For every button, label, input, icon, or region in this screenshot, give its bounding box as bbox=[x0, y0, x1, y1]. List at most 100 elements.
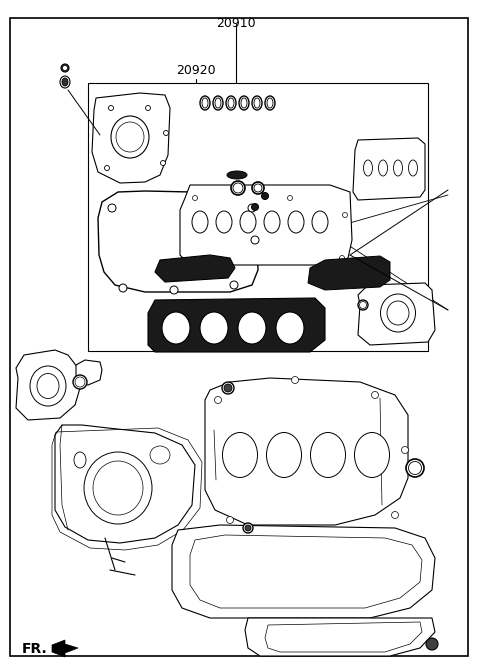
Ellipse shape bbox=[311, 432, 346, 478]
Ellipse shape bbox=[262, 193, 268, 199]
Ellipse shape bbox=[93, 461, 143, 515]
Ellipse shape bbox=[238, 312, 266, 344]
Polygon shape bbox=[98, 191, 258, 292]
Ellipse shape bbox=[252, 182, 264, 194]
Ellipse shape bbox=[230, 281, 238, 289]
Ellipse shape bbox=[228, 98, 234, 108]
Ellipse shape bbox=[84, 452, 152, 524]
Ellipse shape bbox=[75, 377, 85, 387]
Ellipse shape bbox=[213, 96, 223, 110]
Ellipse shape bbox=[381, 294, 416, 332]
Ellipse shape bbox=[162, 312, 190, 344]
Ellipse shape bbox=[61, 64, 69, 72]
Ellipse shape bbox=[215, 397, 221, 403]
Text: 20920: 20920 bbox=[176, 64, 216, 77]
Bar bbox=[88, 83, 428, 351]
Ellipse shape bbox=[111, 116, 149, 158]
Ellipse shape bbox=[62, 78, 68, 86]
Ellipse shape bbox=[216, 211, 232, 233]
Ellipse shape bbox=[360, 302, 367, 308]
Ellipse shape bbox=[401, 446, 408, 454]
Ellipse shape bbox=[116, 122, 144, 152]
Ellipse shape bbox=[266, 432, 301, 478]
Polygon shape bbox=[148, 298, 325, 352]
Ellipse shape bbox=[426, 638, 438, 650]
Ellipse shape bbox=[252, 96, 262, 110]
Ellipse shape bbox=[145, 106, 151, 110]
Polygon shape bbox=[52, 640, 78, 657]
Ellipse shape bbox=[215, 98, 221, 108]
Text: 20910: 20910 bbox=[216, 17, 256, 30]
Polygon shape bbox=[265, 622, 422, 652]
Polygon shape bbox=[308, 256, 390, 290]
Ellipse shape bbox=[239, 96, 249, 110]
Ellipse shape bbox=[379, 160, 387, 176]
Ellipse shape bbox=[291, 377, 299, 383]
Ellipse shape bbox=[200, 312, 228, 344]
Ellipse shape bbox=[243, 523, 253, 533]
Ellipse shape bbox=[164, 130, 168, 136]
Ellipse shape bbox=[119, 284, 127, 292]
Ellipse shape bbox=[223, 432, 257, 478]
Polygon shape bbox=[55, 425, 195, 543]
Ellipse shape bbox=[200, 96, 210, 110]
Polygon shape bbox=[155, 255, 235, 282]
Ellipse shape bbox=[339, 256, 345, 260]
Ellipse shape bbox=[267, 98, 273, 108]
Ellipse shape bbox=[254, 184, 262, 192]
Ellipse shape bbox=[37, 373, 59, 399]
Ellipse shape bbox=[30, 366, 66, 406]
Ellipse shape bbox=[160, 161, 166, 165]
Ellipse shape bbox=[74, 452, 86, 468]
Ellipse shape bbox=[355, 432, 389, 478]
Ellipse shape bbox=[252, 203, 259, 211]
Polygon shape bbox=[205, 378, 408, 525]
Polygon shape bbox=[353, 138, 425, 200]
Ellipse shape bbox=[387, 301, 409, 325]
Ellipse shape bbox=[392, 512, 398, 518]
Ellipse shape bbox=[312, 211, 328, 233]
Polygon shape bbox=[16, 350, 80, 420]
Ellipse shape bbox=[60, 76, 70, 88]
Polygon shape bbox=[180, 185, 352, 265]
Text: FR.: FR. bbox=[22, 642, 48, 656]
Ellipse shape bbox=[192, 195, 197, 201]
Polygon shape bbox=[358, 283, 435, 345]
Ellipse shape bbox=[62, 66, 68, 70]
Polygon shape bbox=[245, 618, 435, 656]
Ellipse shape bbox=[363, 160, 372, 176]
Ellipse shape bbox=[226, 96, 236, 110]
Ellipse shape bbox=[192, 211, 208, 233]
Ellipse shape bbox=[251, 236, 259, 244]
Ellipse shape bbox=[222, 382, 234, 394]
Ellipse shape bbox=[394, 160, 403, 176]
Ellipse shape bbox=[265, 96, 275, 110]
Ellipse shape bbox=[288, 211, 304, 233]
Ellipse shape bbox=[408, 462, 421, 474]
Ellipse shape bbox=[227, 171, 247, 179]
Ellipse shape bbox=[240, 211, 256, 233]
Ellipse shape bbox=[406, 459, 424, 477]
Ellipse shape bbox=[276, 312, 304, 344]
Ellipse shape bbox=[254, 98, 260, 108]
Ellipse shape bbox=[170, 286, 178, 294]
Ellipse shape bbox=[343, 213, 348, 217]
Polygon shape bbox=[92, 93, 170, 183]
Ellipse shape bbox=[105, 165, 109, 171]
Ellipse shape bbox=[108, 204, 116, 212]
Ellipse shape bbox=[150, 446, 170, 464]
Ellipse shape bbox=[408, 160, 418, 176]
Ellipse shape bbox=[224, 384, 232, 392]
Ellipse shape bbox=[288, 195, 292, 201]
Ellipse shape bbox=[231, 181, 245, 195]
Ellipse shape bbox=[372, 391, 379, 399]
Ellipse shape bbox=[358, 300, 368, 310]
Ellipse shape bbox=[202, 98, 208, 108]
Polygon shape bbox=[76, 360, 102, 385]
Ellipse shape bbox=[108, 106, 113, 110]
Polygon shape bbox=[190, 535, 422, 608]
Ellipse shape bbox=[248, 204, 256, 212]
Ellipse shape bbox=[264, 211, 280, 233]
Polygon shape bbox=[172, 525, 435, 618]
Ellipse shape bbox=[233, 183, 243, 193]
